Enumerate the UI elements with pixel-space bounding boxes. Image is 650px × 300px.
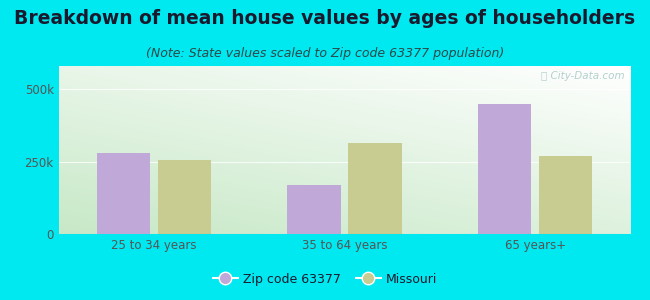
Legend: Zip code 63377, Missouri: Zip code 63377, Missouri	[208, 268, 442, 291]
Bar	[478, 104, 531, 234]
Bar	[539, 156, 592, 234]
Text: ⓘ City-Data.com: ⓘ City-Data.com	[541, 71, 625, 81]
Bar	[97, 153, 150, 234]
Bar	[287, 185, 341, 234]
Text: (Note: State values scaled to Zip code 63377 population): (Note: State values scaled to Zip code 6…	[146, 46, 504, 59]
Bar	[348, 143, 402, 234]
Text: Breakdown of mean house values by ages of householders: Breakdown of mean house values by ages o…	[14, 9, 636, 28]
Bar	[158, 160, 211, 234]
